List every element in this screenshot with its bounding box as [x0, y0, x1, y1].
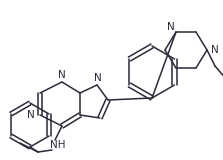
- Text: NH: NH: [50, 140, 66, 150]
- Text: N: N: [167, 22, 175, 32]
- Text: N: N: [27, 110, 35, 120]
- Text: N: N: [94, 73, 102, 83]
- Text: N: N: [211, 45, 219, 55]
- Text: N: N: [58, 70, 66, 80]
